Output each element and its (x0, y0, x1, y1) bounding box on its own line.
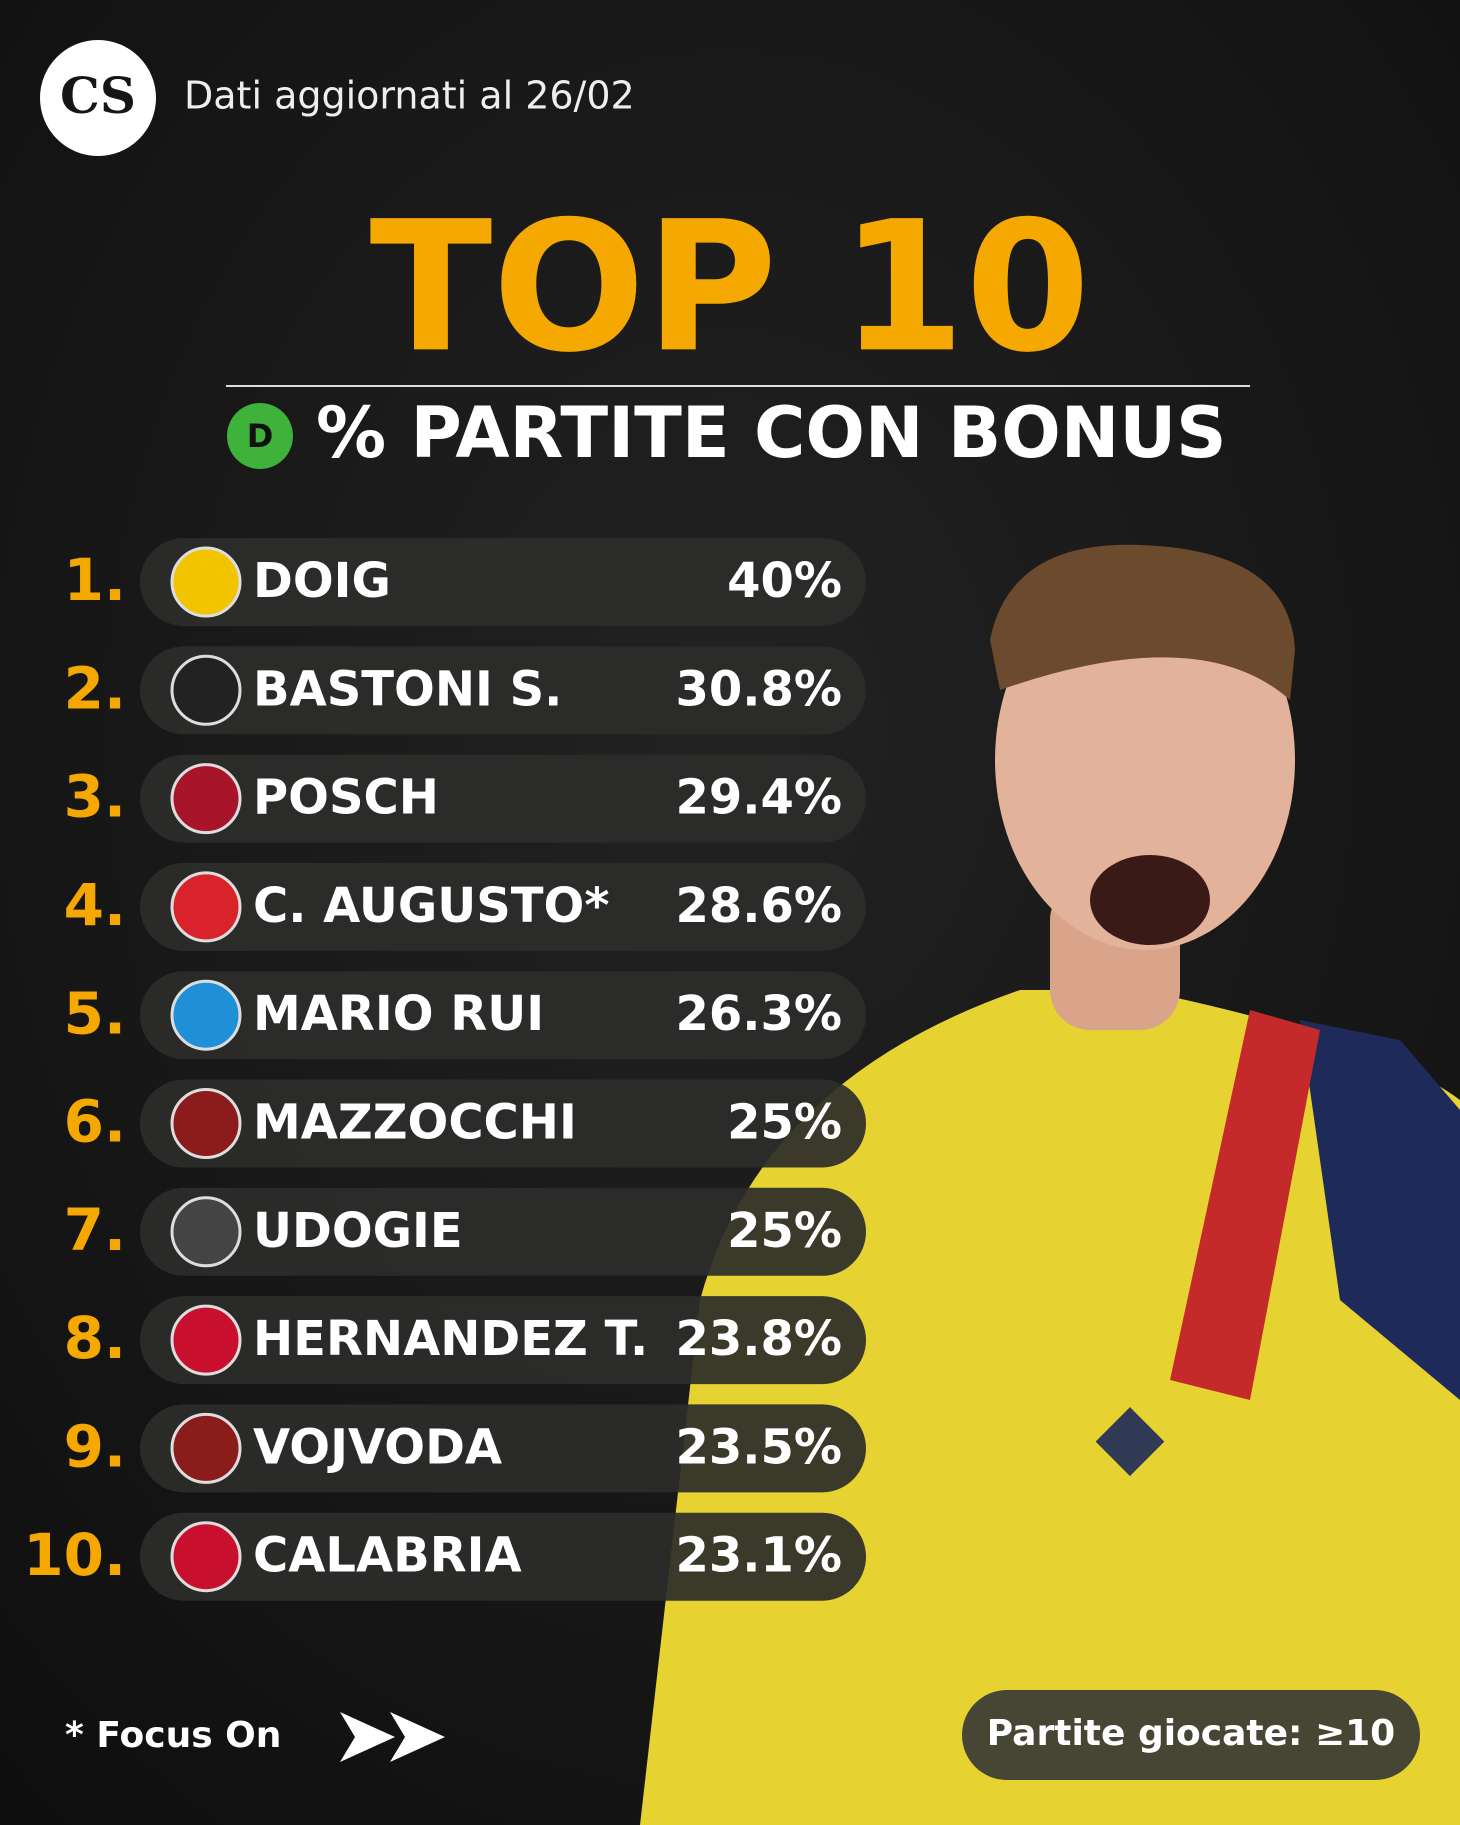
filter-text: Partite giocate: ≥10 (987, 1713, 1395, 1754)
rank: 3. (64, 763, 126, 831)
percentage: 23.5% (675, 1419, 842, 1475)
row-pill (140, 1512, 866, 1601)
percentage: 23.8% (675, 1311, 842, 1367)
badge-circle (227, 403, 293, 469)
logo: CS (60, 66, 136, 125)
rank: 2. (64, 654, 126, 722)
percentage: 23.1% (675, 1528, 842, 1584)
subtitle: % PARTITE CON BONUS (316, 392, 1227, 474)
rank: 6. (64, 1088, 126, 1156)
team-logo (170, 763, 242, 835)
team-logo (170, 979, 242, 1051)
rank: 1. (64, 546, 126, 614)
player-name: MARIO RUI (253, 986, 544, 1042)
arrows (340, 1712, 445, 1762)
player-name: MAZZOCCHI (253, 1095, 577, 1151)
row-pill (140, 862, 866, 951)
row-pill (140, 538, 866, 626)
player-name: BASTONI S. (253, 661, 562, 717)
team-logo (170, 1304, 242, 1376)
rank: 10. (23, 1521, 126, 1589)
team-logo (170, 871, 242, 943)
subtitle-badge: D (247, 417, 274, 455)
percentage: 40% (727, 553, 842, 609)
percentage: 29.4% (675, 770, 842, 826)
row-pill (140, 1079, 866, 1168)
jersey-sponsor: ◆ (1095, 1382, 1164, 1487)
player-name: C. AUGUSTO* (253, 878, 609, 934)
percentage: 25% (727, 1095, 842, 1151)
player-name: POSCH (253, 770, 439, 826)
logo-circle (40, 40, 156, 156)
player-name: DOIG (253, 553, 391, 609)
row-pill (140, 646, 866, 735)
team-logo (170, 1412, 242, 1484)
player-name: CALABRIA (253, 1528, 522, 1584)
team-logo (170, 546, 242, 618)
rank: 8. (64, 1304, 126, 1372)
row-pill (140, 1404, 866, 1493)
percentage: 25% (727, 1203, 842, 1259)
player-name: HERNANDEZ T. (253, 1311, 648, 1367)
row-pill (140, 1296, 866, 1385)
player-name: VOJVODA (253, 1419, 502, 1475)
percentage: 26.3% (675, 986, 842, 1042)
row-pill (140, 971, 866, 1060)
row-pill (140, 754, 866, 843)
title: TOP 10 (370, 183, 1091, 392)
rank: 4. (64, 871, 126, 939)
filter-pill (962, 1690, 1420, 1780)
team-logo (170, 1088, 242, 1159)
team-logo (170, 654, 242, 726)
ranking: 1. DOIG 40% 2. BASTONI S. 30.8% 3. POSCH 29.4% 4.… (23, 538, 866, 1601)
player-name: UDOGIE (253, 1203, 463, 1259)
rank: 9. (64, 1413, 126, 1481)
percentage: 28.6% (675, 878, 842, 934)
footnote: * Focus On (65, 1715, 281, 1756)
row-pill (140, 1187, 866, 1276)
update-date: Dati aggiornati al 26/02 (184, 74, 635, 118)
rank: 7. (64, 1196, 126, 1264)
team-logo (170, 1196, 242, 1268)
percentage: 30.8% (675, 661, 842, 717)
rank: 5. (64, 979, 126, 1047)
team-logo (170, 1521, 242, 1593)
